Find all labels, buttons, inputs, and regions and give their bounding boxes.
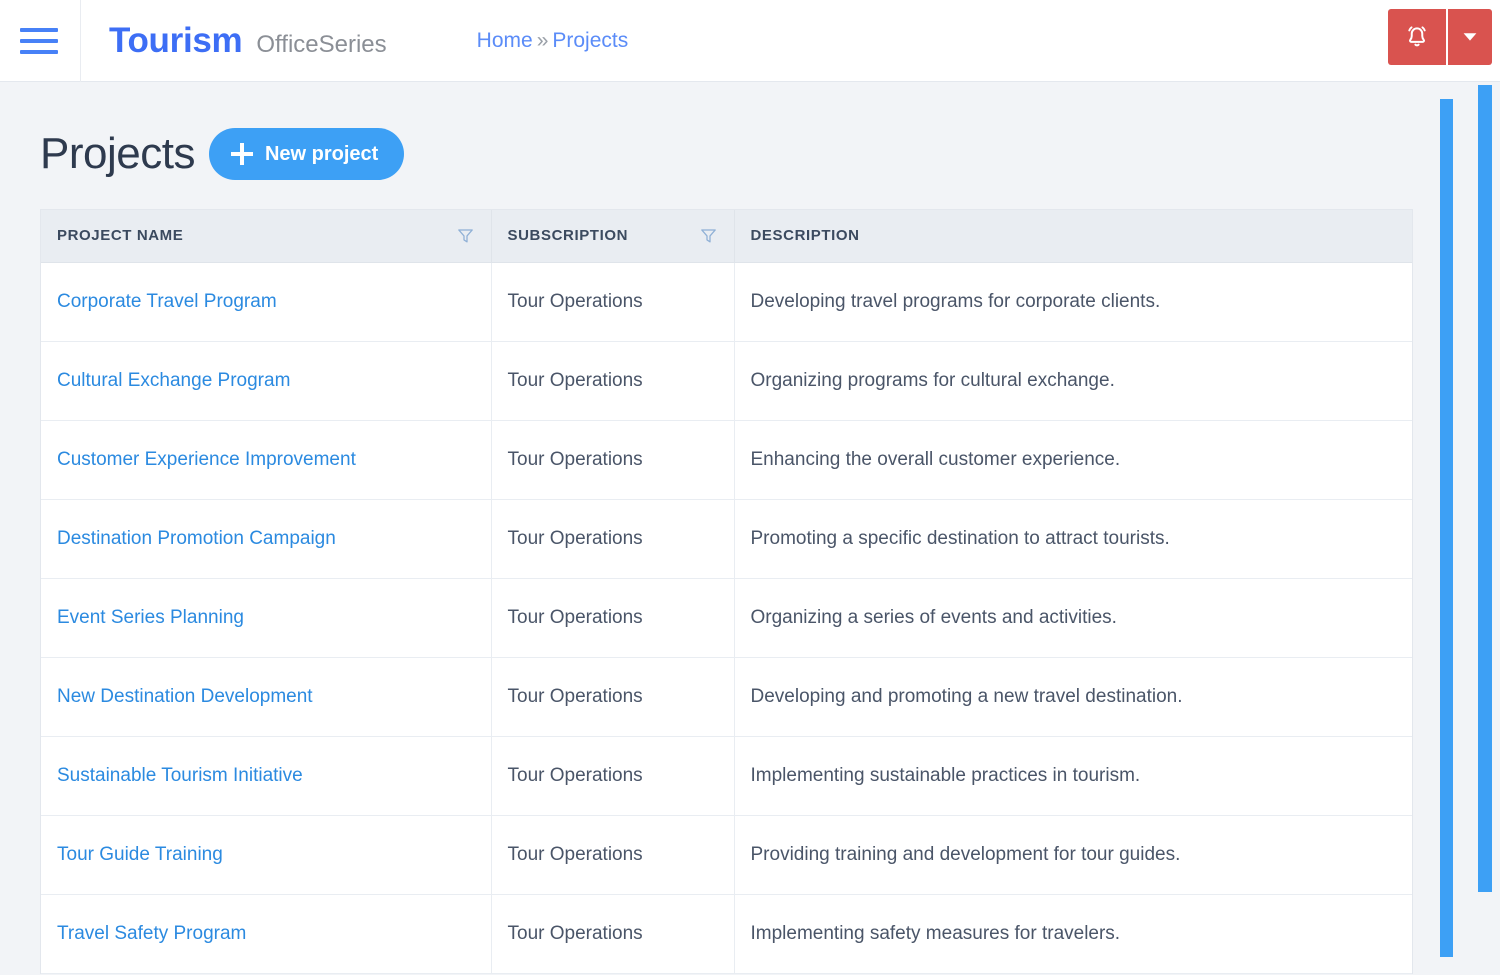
- hamburger-bar-1: [20, 27, 58, 32]
- header-divider: [80, 0, 81, 82]
- column-header-description[interactable]: DESCRIPTION: [734, 210, 1412, 263]
- table-row[interactable]: Destination Promotion Campaign Tour Opera…: [41, 499, 1412, 579]
- cell-subscription: Tour Operations: [491, 420, 735, 500]
- page-title: Projects: [40, 129, 195, 178]
- hamburger-bar-2: [20, 38, 58, 43]
- cell-subscription: Tour Operations: [491, 815, 735, 895]
- table-row[interactable]: Sustainable Tourism Initiative Tour Opera…: [41, 736, 1412, 816]
- cell-project-name: Destination Promotion Campaign: [41, 499, 492, 579]
- cell-project-name: Travel Safety Program: [41, 894, 492, 974]
- cell-project-name: New Destination Development: [41, 657, 492, 737]
- inner-scrollbar-thumb[interactable]: [1440, 99, 1453, 957]
- top-header-bar: Tourism OfficeSeries Home » Projects: [0, 0, 1500, 82]
- column-label-project-name: PROJECT NAME: [57, 227, 184, 245]
- alerts-dropdown-button[interactable]: [1446, 9, 1492, 65]
- brand-subtitle: OfficeSeries: [256, 31, 387, 58]
- cell-subscription: Tour Operations: [491, 578, 735, 658]
- table-row[interactable]: New Destination Development Tour Operatio…: [41, 657, 1412, 737]
- brand-title: Tourism: [109, 21, 243, 60]
- table-row[interactable]: Corporate Travel Program Tour Operations D…: [41, 262, 1412, 342]
- project-name-link[interactable]: Travel Safety Program: [57, 922, 247, 944]
- brand-logo[interactable]: Tourism OfficeSeries: [109, 23, 387, 58]
- project-name-link[interactable]: Sustainable Tourism Initiative: [57, 764, 303, 786]
- table-row[interactable]: Cultural Exchange Program Tour Operations…: [41, 341, 1412, 421]
- hamburger-bar-3: [20, 49, 58, 54]
- project-name-link[interactable]: New Destination Development: [57, 685, 313, 707]
- cell-project-name: Event Series Planning: [41, 578, 492, 658]
- column-header-project-name[interactable]: PROJECT NAME: [41, 210, 492, 263]
- cell-project-name: Sustainable Tourism Initiative: [41, 736, 492, 816]
- hamburger-menu-icon[interactable]: [20, 26, 58, 56]
- cell-description: Organizing a series of events and activi…: [734, 578, 1412, 658]
- filter-icon-subscription[interactable]: [699, 226, 718, 245]
- chevron-down-icon: [1459, 25, 1481, 50]
- alerts-button[interactable]: [1388, 9, 1446, 65]
- column-label-description: DESCRIPTION: [750, 227, 860, 245]
- breadcrumb: Home » Projects: [477, 29, 629, 53]
- projects-table: PROJECT NAME SUBSCRIPTION: [41, 210, 1412, 974]
- cell-description: Organizing programs for cultural exchang…: [734, 341, 1412, 421]
- cell-project-name: Tour Guide Training: [41, 815, 492, 895]
- cell-subscription: Tour Operations: [491, 262, 735, 342]
- cell-description: Providing training and development for t…: [734, 815, 1412, 895]
- cell-description: Implementing safety measures for travele…: [734, 894, 1412, 974]
- cell-project-name: Cultural Exchange Program: [41, 341, 492, 421]
- cell-subscription: Tour Operations: [491, 736, 735, 816]
- new-project-button[interactable]: New project: [208, 128, 405, 180]
- breadcrumb-home-link[interactable]: Home: [476, 28, 533, 52]
- header-actions: [1388, 9, 1492, 65]
- cell-subscription: Tour Operations: [491, 657, 735, 737]
- page-scrollbar-thumb[interactable]: [1478, 85, 1492, 892]
- plus-icon: [230, 143, 253, 165]
- cell-subscription: Tour Operations: [491, 499, 735, 579]
- project-name-link[interactable]: Corporate Travel Program: [57, 290, 277, 312]
- cell-description: Implementing sustainable practices in to…: [734, 736, 1412, 816]
- cell-description: Developing and promoting a new travel de…: [734, 657, 1412, 737]
- table-header: PROJECT NAME SUBSCRIPTION: [41, 210, 1412, 263]
- column-label-subscription: SUBSCRIPTION: [507, 227, 629, 245]
- cell-subscription: Tour Operations: [491, 341, 735, 421]
- breadcrumb-current-link[interactable]: Projects: [552, 28, 629, 52]
- table-row[interactable]: Travel Safety Program Tour Operations Impl…: [41, 894, 1412, 974]
- project-name-link[interactable]: Event Series Planning: [57, 606, 244, 628]
- new-project-label: New project: [264, 142, 379, 165]
- cell-subscription: Tour Operations: [491, 894, 735, 974]
- cell-description: Developing travel programs for corporate…: [734, 262, 1412, 342]
- projects-table-container: PROJECT NAME SUBSCRIPTION: [40, 209, 1413, 974]
- page-content: Projects New project PROJECT NAME: [0, 82, 1500, 975]
- cell-project-name: Customer Experience Improvement: [41, 420, 492, 500]
- project-name-link[interactable]: Tour Guide Training: [57, 843, 223, 865]
- project-name-link[interactable]: Customer Experience Improvement: [57, 448, 356, 470]
- page-header: Projects New project: [0, 82, 1500, 180]
- filter-icon-project-name[interactable]: [456, 226, 475, 245]
- cell-project-name: Corporate Travel Program: [41, 262, 492, 342]
- table-row[interactable]: Tour Guide Training Tour Operations Provid…: [41, 815, 1412, 895]
- breadcrumb-separator: »: [536, 28, 549, 52]
- bell-icon: [1403, 22, 1431, 53]
- cell-description: Promoting a specific destination to attr…: [734, 499, 1412, 579]
- column-header-subscription[interactable]: SUBSCRIPTION: [491, 210, 735, 263]
- table-row[interactable]: Customer Experience Improvement Tour Oper…: [41, 420, 1412, 500]
- project-name-link[interactable]: Destination Promotion Campaign: [57, 527, 336, 549]
- table-header-row: PROJECT NAME SUBSCRIPTION: [41, 210, 1412, 263]
- table-row[interactable]: Event Series Planning Tour Operations Orga…: [41, 578, 1412, 658]
- table-body: Corporate Travel Program Tour Operations D…: [41, 262, 1412, 974]
- project-name-link[interactable]: Cultural Exchange Program: [57, 369, 291, 391]
- cell-description: Enhancing the overall customer experienc…: [734, 420, 1412, 500]
